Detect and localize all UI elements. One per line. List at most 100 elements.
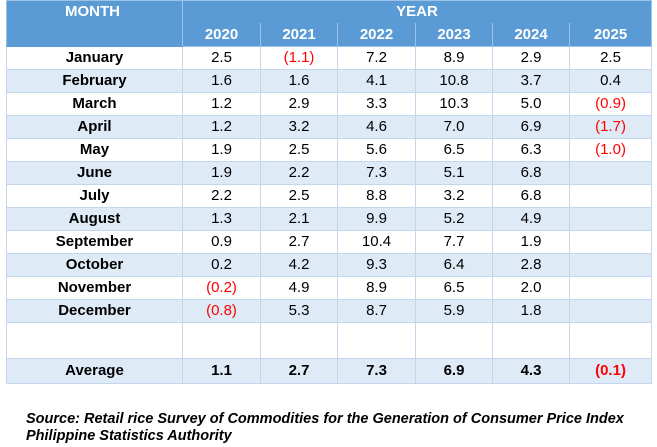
value-cell: 0.9 [182,230,261,254]
value-cell: 2.2 [260,161,338,185]
table-row: December (0.8) 5.3 8.7 5.9 1.8 [6,299,653,323]
value-cell: 1.8 [492,299,570,323]
table-row: October 0.2 4.2 9.3 6.4 2.8 [6,253,653,277]
value-cell: 5.9 [415,299,493,323]
value-cell: 6.9 [492,115,570,139]
month-column-header: MONTH [6,0,183,47]
table-row: November (0.2) 4.9 8.9 6.5 2.0 [6,276,653,300]
table-row: June 1.9 2.2 7.3 5.1 6.8 [6,161,653,185]
value-cell: 8.8 [337,184,416,208]
year-header: 2024 [492,23,570,47]
value-cell: 2.5 [182,46,261,70]
table-row: July 2.2 2.5 8.8 3.2 6.8 [6,184,653,208]
value-cell: 10.4 [337,230,416,254]
table-row: August 1.3 2.1 9.9 5.2 4.9 [6,207,653,231]
table-row: May 1.9 2.5 5.6 6.5 6.3 (1.0) [6,138,653,162]
value-cell: 7.0 [415,115,493,139]
value-cell: 1.9 [492,230,570,254]
year-header: 2023 [415,23,493,47]
value-cell: 8.9 [415,46,493,70]
value-cell: 8.9 [337,276,416,300]
value-cell: 6.5 [415,138,493,162]
value-cell: 4.9 [260,276,338,300]
blank-row [6,322,653,359]
month-cell: July [6,184,183,208]
value-cell: 4.9 [492,207,570,231]
value-cell: 2.0 [492,276,570,300]
value-cell: 4.6 [337,115,416,139]
average-value: 4.3 [492,358,570,384]
value-cell: 1.9 [182,161,261,185]
value-cell: 2.2 [182,184,261,208]
year-column-header: YEAR [181,0,653,23]
month-cell: June [6,161,183,185]
value-cell: 2.8 [492,253,570,277]
value-cell: 10.8 [415,69,493,93]
average-row: Average 1.1 2.7 7.3 6.9 4.3 (0.1) [6,358,653,384]
value-cell: (0.2) [182,276,261,300]
value-cell: 5.1 [415,161,493,185]
empty-cell [260,322,338,359]
rice-inflation-table: MONTH YEAR 2020 2021 2022 2023 2024 2025… [6,0,653,384]
average-value: 2.7 [260,358,338,384]
value-cell: 0.4 [568,69,653,93]
year-header: 2022 [337,23,416,47]
value-cell: 7.2 [337,46,416,70]
value-cell: 10.3 [415,92,493,116]
average-label: Average [6,358,183,384]
value-cell: 6.3 [492,138,570,162]
value-cell [568,207,653,231]
value-cell: 2.9 [260,92,338,116]
empty-cell [415,322,493,359]
value-cell: 6.8 [492,184,570,208]
value-cell: 7.7 [415,230,493,254]
value-cell: 2.1 [260,207,338,231]
value-cell: 5.0 [492,92,570,116]
month-cell: April [6,115,183,139]
year-header: 2021 [260,23,338,47]
value-cell [568,276,653,300]
value-cell: (1.0) [568,138,653,162]
value-cell: (0.8) [182,299,261,323]
table-row: February 1.6 1.6 4.1 10.8 3.7 0.4 [6,69,653,93]
table-row: January 2.5 (1.1) 7.2 8.9 2.9 2.5 [6,46,653,70]
value-cell: 8.7 [337,299,416,323]
value-cell: 3.3 [337,92,416,116]
value-cell: 2.7 [260,230,338,254]
table-body: January 2.5 (1.1) 7.2 8.9 2.9 2.5 February 1.6 1.… [6,46,653,384]
value-cell [568,230,653,254]
empty-cell [182,322,261,359]
value-cell: 2.5 [568,46,653,70]
empty-cell [337,322,416,359]
month-cell: November [6,276,183,300]
value-cell: 9.3 [337,253,416,277]
value-cell: 2.5 [260,184,338,208]
value-cell [568,184,653,208]
value-cell: 4.2 [260,253,338,277]
value-cell: 3.2 [260,115,338,139]
average-value: 1.1 [182,358,261,384]
month-cell: August [6,207,183,231]
value-cell: (1.7) [568,115,653,139]
month-cell: October [6,253,183,277]
average-value: 6.9 [415,358,493,384]
table-row: September 0.9 2.7 10.4 7.7 1.9 [6,230,653,254]
value-cell: 6.5 [415,276,493,300]
value-cell: 1.6 [260,69,338,93]
empty-cell [6,322,183,359]
value-cell: 6.8 [492,161,570,185]
average-value: 7.3 [337,358,416,384]
month-cell: September [6,230,183,254]
value-cell [568,253,653,277]
value-cell: 3.7 [492,69,570,93]
average-value: (0.1) [568,358,653,384]
month-cell: January [6,46,183,70]
value-cell: 2.9 [492,46,570,70]
value-cell: 2.5 [260,138,338,162]
value-cell: (0.9) [568,92,653,116]
year-header: 2020 [182,23,261,47]
year-header: 2025 [568,23,653,47]
table-row: March 1.2 2.9 3.3 10.3 5.0 (0.9) [6,92,653,116]
value-cell [568,161,653,185]
value-cell: 1.3 [182,207,261,231]
